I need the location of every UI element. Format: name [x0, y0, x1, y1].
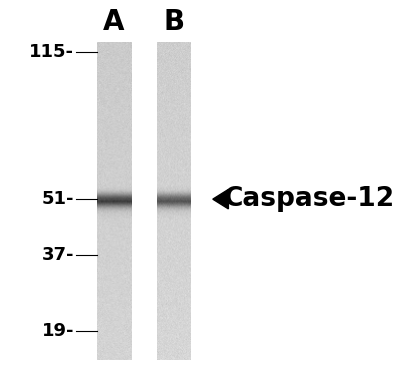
Polygon shape: [213, 190, 228, 209]
Text: A: A: [103, 8, 125, 36]
Text: 19-: 19-: [42, 322, 74, 340]
Text: 37-: 37-: [42, 246, 74, 264]
Text: 51-: 51-: [42, 190, 74, 208]
Text: Caspase-12: Caspase-12: [223, 186, 394, 212]
Text: 115-: 115-: [29, 43, 74, 61]
Text: B: B: [164, 8, 184, 36]
